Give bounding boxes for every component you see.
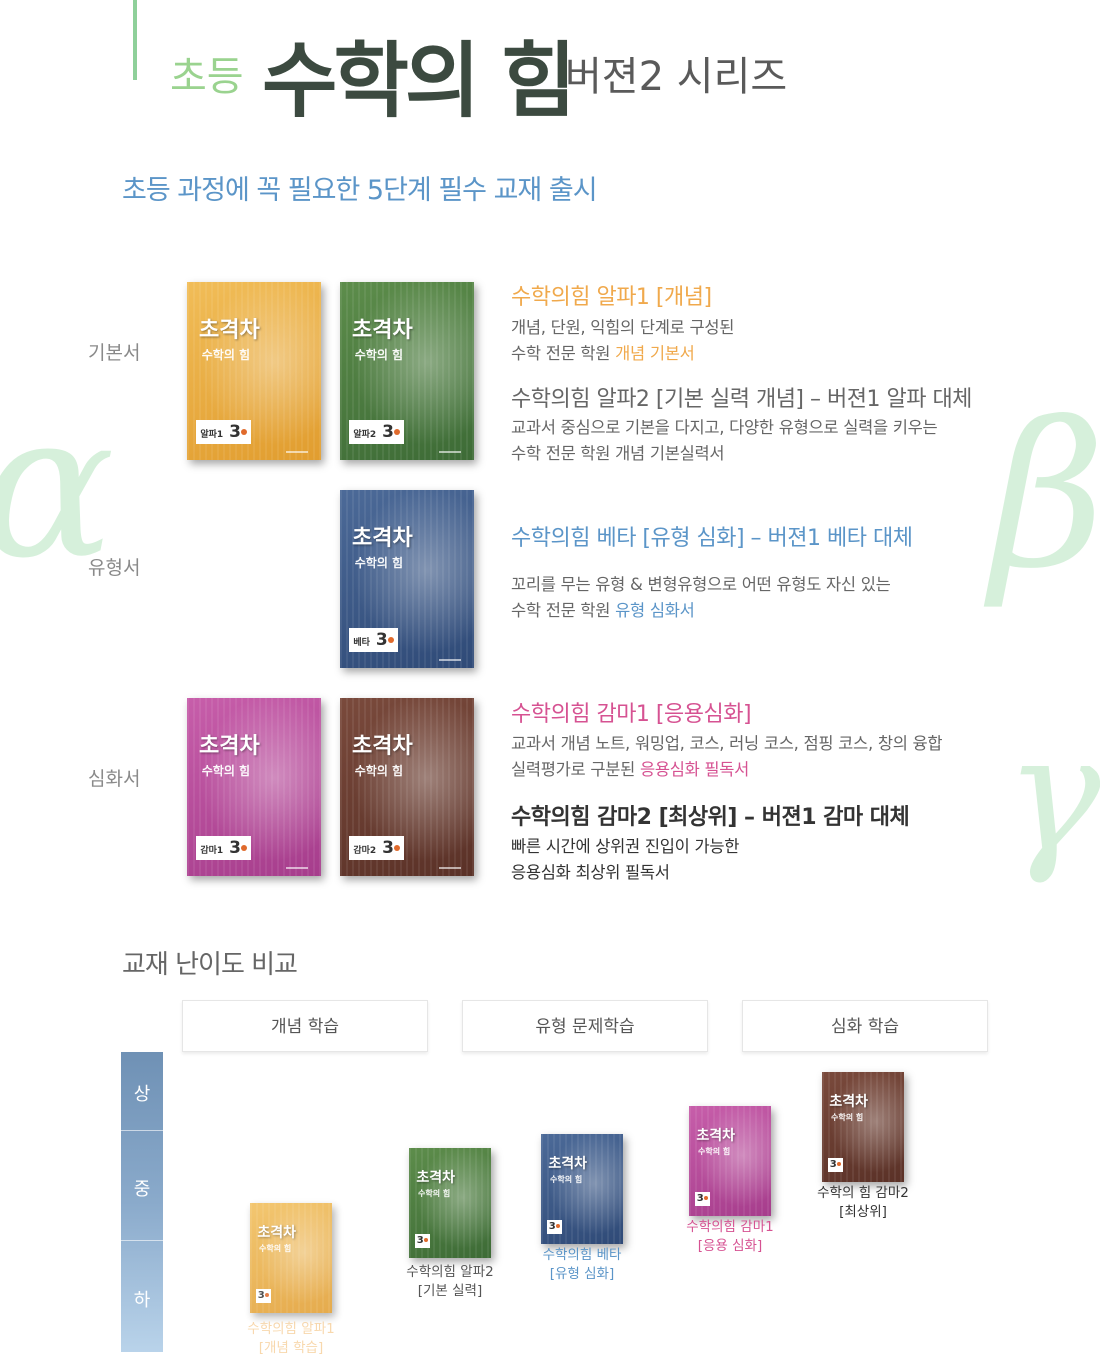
alpha2-desc-1: 교과서 중심으로 기본을 다지고, 다양한 유형으로 실력을 키우는 — [511, 418, 938, 437]
column-header-type: 유형 문제학습 — [462, 1000, 708, 1052]
grade-badge: 3 — [827, 1158, 843, 1173]
book-series: 수학의 힘 — [259, 1243, 292, 1253]
book-title: 초격차 — [352, 526, 413, 552]
grade-badge: 3 — [546, 1220, 562, 1235]
caption-gamma2: 수학의 힘 감마2 [최상위] — [817, 1185, 909, 1220]
row-label-type: 유형서 — [88, 557, 141, 579]
book-title: 초격차 — [199, 318, 260, 344]
title-logo: 수학의 힘 — [262, 33, 576, 129]
book-title: 초격차 — [199, 734, 260, 760]
book-title: 초격차 — [416, 1169, 456, 1186]
book-series: 수학의 힘 — [201, 764, 251, 779]
column-header-advanced: 심화 학습 — [742, 1000, 988, 1052]
book-title: 초격차 — [548, 1155, 588, 1172]
beta-desc-1: 꼬리를 무는 유형 & 변형유형으로 어떤 유형도 자신 있는 — [511, 575, 891, 594]
grade-badge: 3 — [694, 1192, 710, 1207]
caption-alpha1: 수학의힘 알파1 [개념 학습] — [247, 1321, 335, 1356]
book-title: 초격차 — [696, 1127, 736, 1144]
compare-book-gamma2[interactable]: 초격차 수학의 힘 3 — [822, 1072, 904, 1182]
grade-badge: 감마1 3 — [196, 835, 251, 860]
book-cover-beta[interactable]: 초격차 수학의 힘 베타 3 — [340, 490, 474, 668]
comparison-title: 교재 난이도 비교 — [122, 950, 298, 980]
book-title: 초격차 — [352, 318, 413, 344]
alpha1-heading: 수학의힘 알파1 [개념] — [511, 285, 712, 310]
book-title: 초격차 — [829, 1093, 869, 1110]
level-high: 상 — [133, 1084, 151, 1105]
gamma-decoration: γ — [1005, 700, 1100, 887]
book-cover-alpha2[interactable]: 초격차 수학의 힘 알파2 3 — [340, 282, 474, 460]
book-cover-gamma1[interactable]: 초격차 수학의 힘 감마1 3 — [187, 698, 321, 876]
beta-desc-2: 수학 전문 학원 유형 심화서 — [511, 601, 695, 620]
alpha-decoration: α — [0, 370, 115, 603]
compare-book-gamma1[interactable]: 초격차 수학의 힘 3 — [689, 1106, 771, 1216]
caption-gamma1: 수학의힘 감마1 [응용 심화] — [686, 1219, 774, 1254]
gamma1-desc-1: 교과서 개념 노트, 워밍업, 코스, 러닝 코스, 점핑 코스, 창의 융합 — [511, 734, 943, 753]
compare-book-alpha2[interactable]: 초격차 수학의 힘 3 — [409, 1148, 491, 1258]
grade-badge: 감마2 3 — [349, 835, 404, 860]
gamma2-desc-2: 응용심화 최상위 필독서 — [511, 863, 670, 882]
book-series: 수학의 힘 — [354, 348, 404, 363]
book-series: 수학의 힘 — [698, 1146, 731, 1156]
level-low: 하 — [133, 1290, 151, 1311]
row-label-advanced: 심화서 — [88, 768, 141, 790]
book-series: 수학의 힘 — [354, 764, 404, 779]
alpha2-desc-2: 수학 전문 학원 개념 기본실력서 — [511, 444, 725, 463]
book-series: 수학의 힘 — [831, 1112, 864, 1122]
alpha2-heading: 수학의힘 알파2 [기본 실력 개념] – 버젼1 알파 대체 — [511, 387, 972, 412]
gamma2-desc-1: 빠른 시간에 상위권 진입이 가능한 — [511, 837, 740, 856]
beta-heading: 수학의힘 베타 [유형 심화] – 버젼1 베타 대체 — [511, 526, 913, 551]
title-accent-bar — [133, 0, 137, 80]
book-cover-alpha1[interactable]: 초격차 수학의 힘 알파1 3 — [187, 282, 321, 460]
subtitle: 초등 과정에 꼭 필요한 5단계 필수 교재 출시 — [122, 175, 598, 206]
row-label-basic: 기본서 — [88, 342, 141, 364]
grade-badge: 3 — [414, 1234, 430, 1249]
grade-badge: 알파1 3 — [196, 419, 251, 444]
compare-book-beta[interactable]: 초격차 수학의 힘 3 — [541, 1134, 623, 1244]
grade-badge: 3 — [255, 1289, 271, 1304]
book-series: 수학의 힘 — [550, 1174, 583, 1184]
book-cover-gamma2[interactable]: 초격차 수학의 힘 감마2 3 — [340, 698, 474, 876]
book-title: 초격차 — [352, 734, 413, 760]
book-title: 초격차 — [257, 1224, 297, 1241]
column-header-concept: 개념 학습 — [182, 1000, 428, 1052]
gamma1-heading: 수학의힘 감마1 [응용심화] — [511, 702, 752, 727]
caption-beta: 수학의힘 베타 [유형 심화] — [542, 1247, 622, 1282]
level-mid: 중 — [133, 1179, 151, 1200]
grade-badge: 알파2 3 — [349, 419, 404, 444]
compare-book-alpha1[interactable]: 초격차 수학의 힘 3 — [250, 1203, 332, 1313]
grade-badge: 베타 3 — [349, 627, 398, 652]
title-prefix: 초등 — [170, 54, 244, 100]
caption-alpha2: 수학의힘 알파2 [기본 실력] — [406, 1264, 494, 1299]
gamma2-heading: 수학의힘 감마2 [최상위] – 버젼1 감마 대체 — [511, 805, 910, 830]
title-suffix: 버젼2 시리즈 — [565, 54, 788, 100]
beta-decoration: β — [990, 380, 1100, 613]
book-series: 수학의 힘 — [201, 348, 251, 363]
alpha1-desc-1: 개념, 단원, 익힘의 단계로 구성된 — [511, 318, 735, 337]
book-series: 수학의 힘 — [354, 556, 404, 571]
alpha1-desc-2: 수학 전문 학원 개념 기본서 — [511, 344, 695, 363]
gamma1-desc-2: 실력평가로 구분된 응용심화 필독서 — [511, 760, 750, 779]
book-series: 수학의 힘 — [418, 1188, 451, 1198]
difficulty-level-bar — [121, 1052, 163, 1352]
